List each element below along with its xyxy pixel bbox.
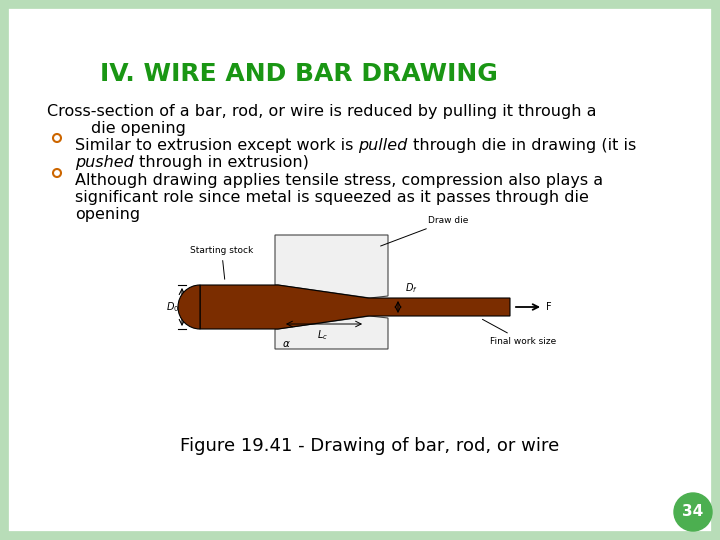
Text: Cross‑section of a bar, rod, or wire is reduced by pulling it through a: Cross‑section of a bar, rod, or wire is …	[47, 104, 596, 119]
Text: pushed: pushed	[75, 155, 134, 170]
Text: opening: opening	[75, 207, 140, 222]
Text: die opening: die opening	[91, 121, 186, 136]
Text: $\alpha$: $\alpha$	[282, 339, 290, 349]
FancyBboxPatch shape	[4, 4, 716, 536]
Circle shape	[674, 493, 712, 531]
Text: Although drawing applies tensile stress, compression also plays a: Although drawing applies tensile stress,…	[75, 173, 603, 188]
Polygon shape	[275, 235, 388, 298]
Text: 34: 34	[683, 504, 703, 519]
Polygon shape	[275, 316, 388, 349]
Wedge shape	[178, 285, 200, 329]
Text: Draw die: Draw die	[381, 216, 469, 246]
Text: Figure 19.41 - Drawing of bar, rod, or wire: Figure 19.41 - Drawing of bar, rod, or w…	[181, 437, 559, 455]
Text: significant role since metal is squeezed as it passes through die: significant role since metal is squeezed…	[75, 190, 589, 205]
Text: Similar to extrusion except work is: Similar to extrusion except work is	[75, 138, 359, 153]
Text: F: F	[546, 302, 552, 312]
Text: through in extrusion): through in extrusion)	[134, 155, 309, 170]
Text: IV. WIRE AND BAR DRAWING: IV. WIRE AND BAR DRAWING	[100, 62, 498, 86]
Text: pulled: pulled	[359, 138, 408, 153]
Text: $D_f$: $D_f$	[405, 281, 418, 295]
Text: $D_0$: $D_0$	[166, 300, 180, 314]
Polygon shape	[200, 285, 510, 329]
Text: $L_c$: $L_c$	[318, 328, 328, 342]
Text: Final work size: Final work size	[482, 319, 557, 346]
Text: Starting stock: Starting stock	[190, 246, 253, 279]
Text: through die in drawing (it is: through die in drawing (it is	[408, 138, 636, 153]
